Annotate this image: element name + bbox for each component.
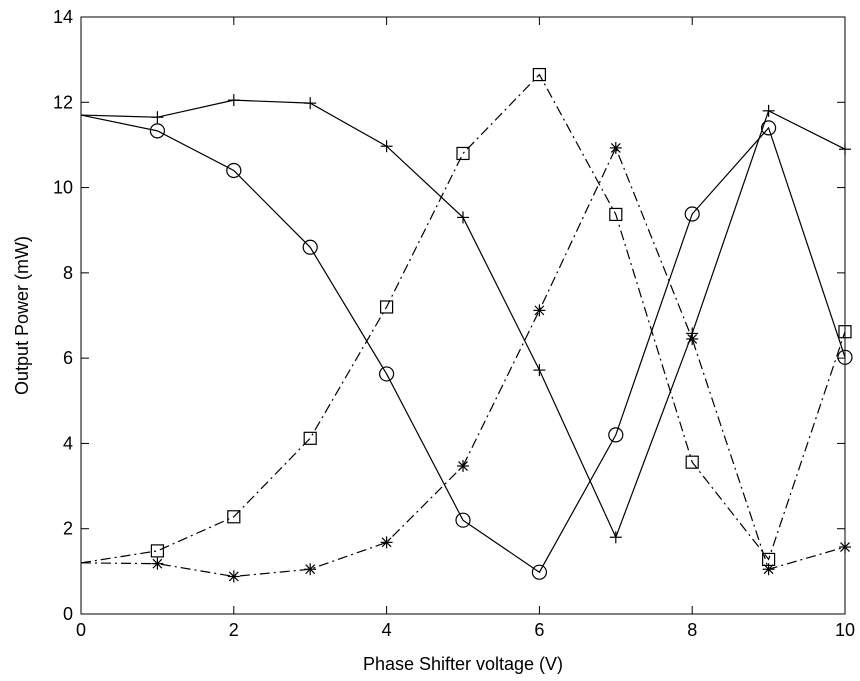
asterisk-marker <box>151 557 164 570</box>
square-marker <box>150 544 164 558</box>
plus-marker <box>151 111 164 124</box>
x-tick-label: 10 <box>835 620 855 640</box>
circle-marker <box>226 162 242 179</box>
asterisk-marker <box>762 563 775 576</box>
plus-marker <box>533 364 546 377</box>
series-asterisk <box>80 141 851 583</box>
asterisk-marker <box>686 332 699 345</box>
circle-marker <box>379 366 395 382</box>
circle-marker <box>455 512 471 528</box>
y-tick-label: 0 <box>63 604 73 624</box>
plus-marker <box>839 143 851 156</box>
asterisk-marker <box>227 570 240 583</box>
y-tick-label: 8 <box>63 263 73 283</box>
y-tick-label: 6 <box>63 348 73 368</box>
series-line-circle <box>80 114 846 574</box>
square-marker <box>303 431 317 445</box>
x-tick-label: 4 <box>382 620 392 640</box>
y-tick-label: 10 <box>53 178 73 198</box>
circle-marker <box>837 349 853 365</box>
square-marker <box>609 207 623 222</box>
asterisk-marker <box>839 541 851 554</box>
asterisk-marker <box>304 563 317 576</box>
series-plus <box>80 94 851 544</box>
series-square <box>80 67 852 567</box>
square-marker <box>456 146 470 161</box>
y-axis-label: Output Power (mW) <box>12 236 32 395</box>
x-tick-label: 6 <box>534 620 544 640</box>
plus-marker <box>457 211 469 224</box>
ticks: 0 2 4 6 8 10 0 2 4 6 8 10 12 14 <box>53 7 855 640</box>
x-tick-label: 8 <box>687 620 697 640</box>
square-marker <box>838 325 852 339</box>
circle-marker <box>149 123 165 139</box>
square-marker <box>227 510 241 524</box>
y-tick-label: 2 <box>63 519 73 539</box>
asterisk-marker <box>380 536 393 549</box>
circle-marker <box>684 206 700 222</box>
asterisk-marker <box>457 460 469 473</box>
asterisk-marker <box>533 304 546 317</box>
series-line-square <box>80 73 846 564</box>
y-tick-label: 12 <box>53 92 73 112</box>
plus-marker <box>227 94 240 107</box>
axes-box <box>80 16 846 615</box>
circle-marker <box>608 427 624 443</box>
series-circle <box>80 114 853 580</box>
x-axis-label: Phase Shifter voltage (V) <box>363 654 563 674</box>
y-tick-label: 4 <box>63 433 73 453</box>
square-marker <box>532 67 547 82</box>
square-marker <box>685 455 699 469</box>
plus-marker <box>380 140 393 153</box>
circle-marker <box>760 120 777 136</box>
plus-marker <box>609 531 622 544</box>
circle-marker <box>302 239 318 255</box>
square-marker <box>380 300 394 314</box>
y-tick-label: 14 <box>53 7 73 27</box>
series-layer <box>80 67 853 583</box>
series-line-asterisk <box>80 146 846 578</box>
plus-marker <box>304 97 317 110</box>
x-tick-label: 2 <box>229 620 239 640</box>
circle-marker <box>531 564 548 580</box>
x-tick-label: 0 <box>76 620 86 640</box>
plot-area <box>80 16 846 615</box>
asterisk-marker <box>609 141 622 154</box>
plus-marker <box>762 104 775 117</box>
